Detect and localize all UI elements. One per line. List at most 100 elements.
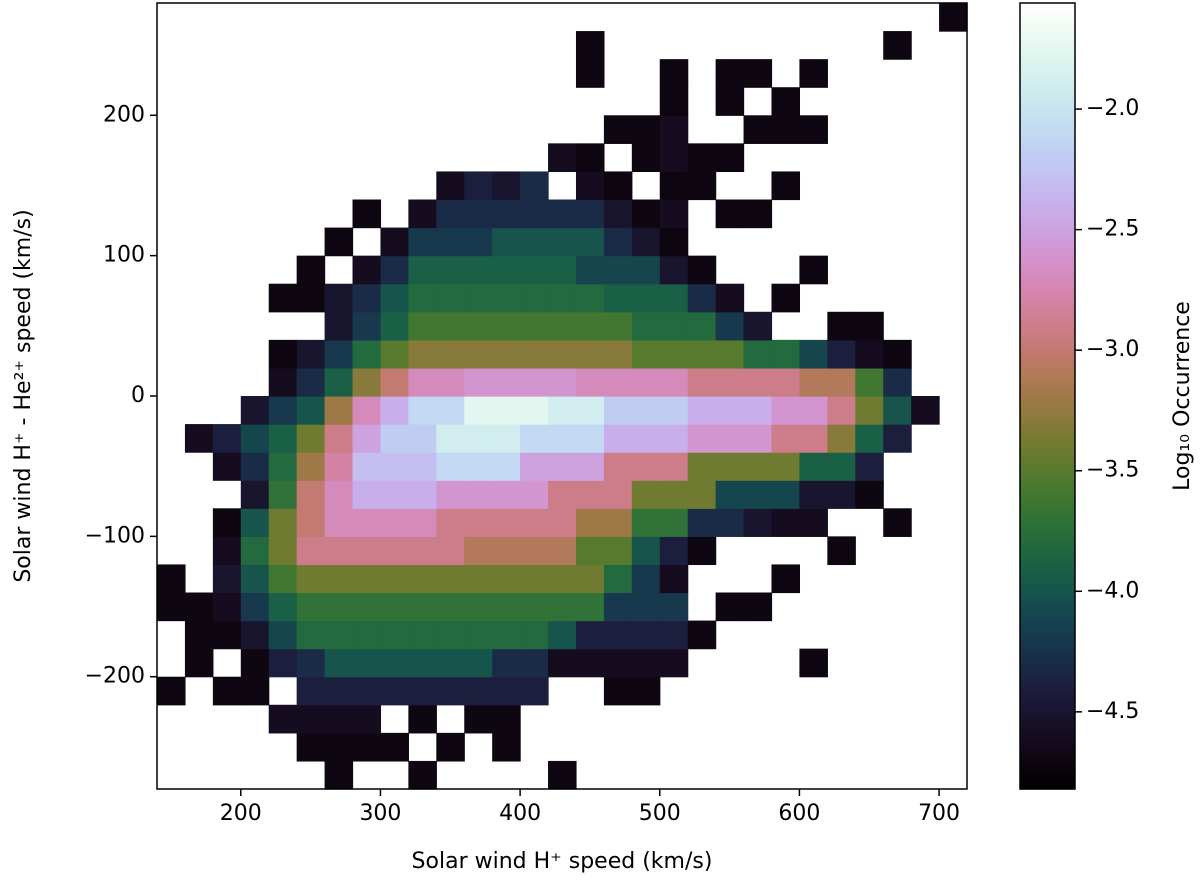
heatmap-cell	[157, 592, 186, 622]
colorbar-segment	[1020, 297, 1075, 303]
heatmap-cell	[659, 536, 689, 566]
heatmap-cell	[603, 311, 633, 341]
heatmap-cell	[464, 704, 493, 734]
heatmap-cell	[631, 648, 661, 678]
heatmap-cell	[212, 564, 242, 594]
heatmap-cell	[631, 424, 661, 453]
colorbar-tick-label: −2.0	[1086, 96, 1139, 121]
heatmap-cell	[575, 480, 605, 509]
heatmap-cell	[268, 367, 298, 397]
colorbar-segment	[1020, 219, 1075, 224]
heatmap-cell	[436, 199, 465, 229]
heatmap-cell	[743, 508, 773, 537]
colorbar-segment	[1020, 561, 1075, 566]
heatmap-cell	[603, 508, 633, 537]
heatmap-cell	[240, 536, 270, 566]
heatmap-cell	[352, 199, 382, 229]
heatmap-cell	[436, 452, 465, 481]
heatmap-cell	[659, 311, 689, 341]
heatmap-cell	[324, 592, 354, 622]
heatmap-cell	[743, 59, 773, 88]
colorbar-segment	[1020, 435, 1075, 440]
colorbar-segment	[1020, 191, 1075, 197]
heatmap-cell	[324, 704, 354, 734]
heatmap-cell	[575, 31, 605, 60]
heatmap-cell	[352, 480, 382, 509]
heatmap-cell	[715, 452, 745, 481]
heatmap-cell	[520, 367, 549, 397]
heatmap-cell	[240, 508, 270, 537]
colorbar-segment	[1020, 258, 1075, 263]
heatmap-cell	[324, 508, 354, 537]
heatmap-cell	[520, 592, 549, 622]
colorbar-segment	[1020, 612, 1075, 617]
heatmap-cell	[687, 508, 717, 537]
heatmap-cell	[631, 283, 661, 313]
heatmap-cell	[184, 424, 214, 453]
heatmap-cell	[464, 676, 493, 706]
heatmap-cell	[520, 396, 549, 425]
heatmap-cell	[268, 704, 298, 734]
heatmap-cell	[687, 452, 717, 481]
heatmap-cell	[436, 424, 465, 453]
heatmap-cell	[296, 676, 326, 706]
heatmap-cell	[408, 620, 437, 650]
heatmap-cell	[296, 536, 326, 566]
heatmap-cell	[771, 480, 801, 509]
heatmap-cell	[492, 620, 521, 650]
colorbar-segment	[1020, 588, 1075, 594]
colorbar-segment	[1020, 136, 1075, 142]
heatmap-cell	[631, 255, 661, 285]
heatmap-cell	[827, 424, 856, 453]
heatmap-cell	[296, 592, 326, 622]
heatmap-cell	[464, 508, 493, 537]
heatmap-cell	[659, 367, 689, 397]
heatmap-cell	[324, 648, 354, 678]
heatmap-cell	[743, 396, 773, 425]
colorbar-segment	[1020, 262, 1075, 267]
colorbar-segment	[1020, 168, 1075, 173]
heatmap-cell	[939, 3, 968, 32]
heatmap-cell	[659, 143, 689, 173]
y-axis-label: Solar wind H⁺ - He²⁺ speed (km/s)	[11, 209, 36, 582]
heatmap-cell	[575, 339, 605, 369]
colorbar-segment	[1020, 116, 1075, 122]
colorbar-segment	[1020, 175, 1075, 181]
colorbar-segment	[1020, 749, 1075, 755]
heatmap-cell	[855, 396, 884, 425]
heatmap-cell	[157, 564, 186, 594]
colorbar-segment	[1020, 596, 1075, 601]
colorbar-segment	[1020, 572, 1075, 578]
heatmap-cell	[408, 424, 437, 453]
colorbar-segment	[1020, 340, 1075, 346]
colorbar-segment	[1020, 451, 1075, 456]
heatmap-cell	[408, 592, 437, 622]
colorbar-segment	[1020, 580, 1075, 586]
heatmap-cell	[827, 452, 856, 481]
heatmap	[157, 3, 968, 790]
heatmap-cell	[603, 227, 633, 257]
colorbar-segment	[1020, 647, 1075, 653]
heatmap-cell	[380, 480, 409, 509]
colorbar-segment	[1020, 745, 1075, 751]
colorbar-segment	[1020, 388, 1075, 393]
heatmap-cell	[631, 564, 661, 594]
heatmap-cell	[659, 592, 689, 622]
heatmap-cell	[827, 367, 856, 397]
colorbar-segment	[1020, 419, 1075, 425]
heatmap-cell	[603, 424, 633, 453]
heatmap-cell	[408, 396, 437, 425]
colorbar-segment	[1020, 230, 1075, 236]
colorbar-segment	[1020, 278, 1075, 283]
heatmap-cell	[492, 536, 521, 566]
heatmap-cell	[659, 396, 689, 425]
heatmap-cell	[296, 339, 326, 369]
colorbar-segment	[1020, 710, 1075, 715]
colorbar-segment	[1020, 266, 1075, 271]
heatmap-cell	[603, 199, 633, 229]
heatmap-cell	[492, 367, 521, 397]
heatmap-cell	[575, 367, 605, 397]
colorbar-segment	[1020, 97, 1075, 102]
heatmap-cell	[324, 760, 354, 790]
colorbar-segment	[1020, 38, 1075, 43]
